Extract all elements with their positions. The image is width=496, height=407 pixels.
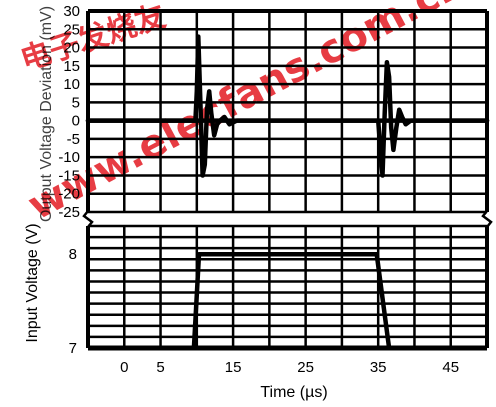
x-tick-label: 25 [297,359,314,376]
bottom-y-tick-label: 7 [69,340,77,357]
x-label-time: Time (µs) [260,384,327,401]
top-y-tick-label: 10 [63,76,80,93]
top-y-tick-label: -15 [58,167,80,184]
y-label-input-voltage: Input Voltage (V) [24,223,41,342]
top-y-tick-label: 30 [63,3,80,20]
top-y-tick-label: -10 [58,149,80,166]
axis-break-mark [481,210,493,228]
bottom-y-tick-label: 8 [69,246,77,263]
bottom-panel-grid [86,224,489,351]
x-tick-label: 15 [225,359,242,376]
top-y-tick-label: 5 [72,94,80,111]
bottom-series-line-1 [88,251,392,351]
x-tick-label: 35 [370,359,387,376]
x-tick-label: 5 [156,359,164,376]
y-label-output-deviation: Output Voltage Deviation (mV) [38,6,55,222]
top-series-line-2 [85,59,490,178]
bottom-panel-y-tick-labels: 87 [69,246,77,357]
top-panel-grid [86,9,489,214]
x-tick-labels: 0 5 15 25 35 45 [120,359,459,376]
x-tick-label: 0 [120,359,128,376]
axis-break-marks [82,210,493,228]
top-y-tick-label: -25 [58,204,80,221]
top-y-tick-label: 20 [63,40,80,57]
bottom-panel-series [88,251,392,351]
top-y-tick-label: -5 [67,131,80,148]
axis-break-mark [82,210,94,228]
top-y-tick-label: 25 [63,21,80,38]
top-y-tick-label: 0 [72,113,80,130]
top-panel-series [85,34,490,178]
top-y-tick-label: -20 [58,186,80,203]
x-tick-label: 45 [442,359,459,376]
top-y-tick-label: 15 [63,58,80,75]
